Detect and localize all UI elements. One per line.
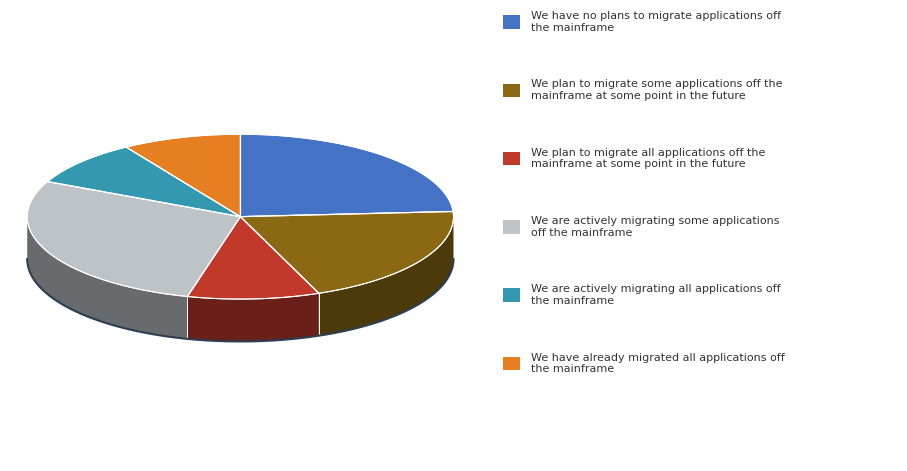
Bar (503, 220, 521, 234)
Text: We are actively migrating all applications off
the mainframe: We are actively migrating all applicatio… (532, 284, 781, 306)
Polygon shape (188, 217, 319, 299)
Text: We are actively migrating some applications
off the mainframe: We are actively migrating some applicati… (532, 216, 780, 238)
Text: We have already migrated all applications off
the mainframe: We have already migrated all application… (532, 353, 785, 374)
Bar (503, 357, 521, 370)
Text: We plan to migrate some applications off the
mainframe at some point in the futu: We plan to migrate some applications off… (532, 80, 783, 101)
Polygon shape (240, 134, 454, 217)
Text: We have no plans to migrate applications off
the mainframe: We have no plans to migrate applications… (532, 11, 781, 33)
Polygon shape (188, 293, 319, 341)
Polygon shape (47, 147, 240, 217)
Polygon shape (27, 217, 188, 339)
Bar (503, 83, 521, 97)
Bar (503, 15, 521, 29)
Polygon shape (319, 217, 454, 336)
Bar (503, 152, 521, 165)
Polygon shape (126, 134, 240, 217)
Bar (503, 288, 521, 302)
Polygon shape (240, 211, 454, 293)
Text: We plan to migrate all applications off the
mainframe at some point in the futur: We plan to migrate all applications off … (532, 148, 766, 170)
Polygon shape (27, 181, 240, 297)
